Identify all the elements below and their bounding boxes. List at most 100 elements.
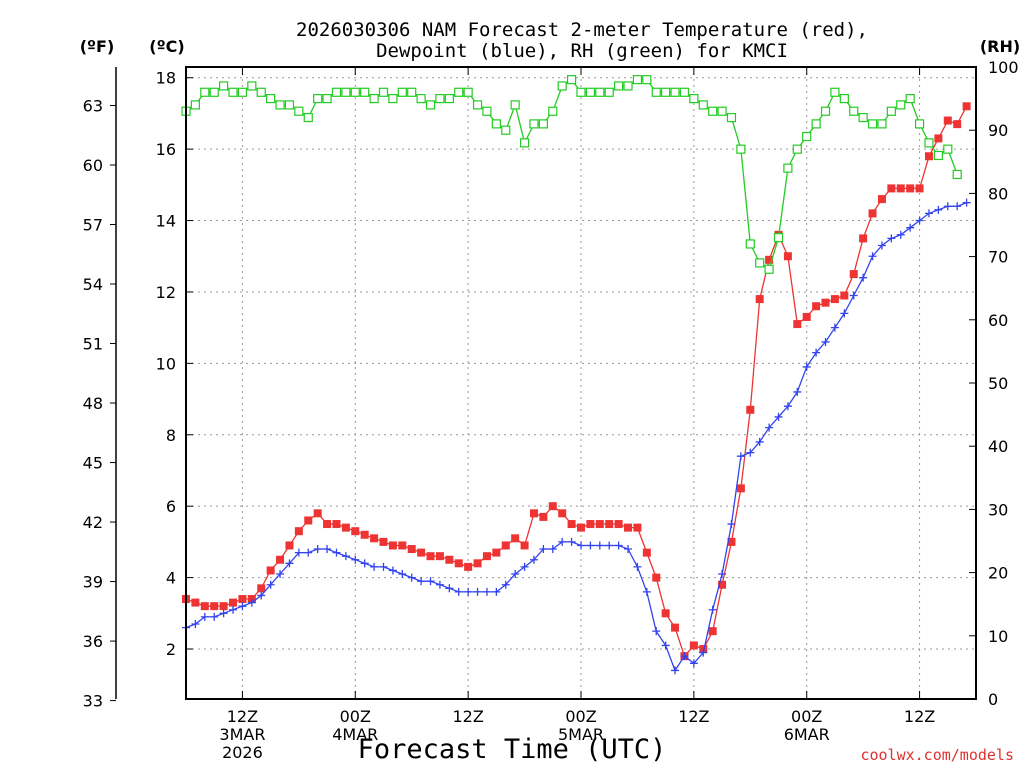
temperature-point xyxy=(689,641,698,650)
temperature-point xyxy=(426,552,435,561)
temperature-point xyxy=(755,295,764,304)
dewpoint-point xyxy=(360,559,369,568)
temperature-point xyxy=(370,534,379,543)
fahrenheit-tick-label: 39 xyxy=(83,573,103,592)
rh-tick-label: 10 xyxy=(988,627,1008,646)
temperature-point xyxy=(567,520,576,529)
dewpoint-point xyxy=(266,580,275,589)
rh-point xyxy=(867,119,878,129)
dewpoint-point xyxy=(830,323,839,332)
dewpoint-point xyxy=(351,555,360,564)
rh-point xyxy=(783,163,793,173)
rh-point xyxy=(388,93,398,104)
rh-point xyxy=(820,106,831,116)
temperature-point xyxy=(360,530,369,539)
dewpoint-point xyxy=(840,309,849,318)
dewpoint-point xyxy=(210,612,219,621)
rh-point xyxy=(219,81,229,91)
rh-point xyxy=(585,87,596,97)
temperature-point xyxy=(849,270,858,279)
temperature-point xyxy=(379,537,388,546)
temperature-point xyxy=(520,541,529,550)
temperature-point xyxy=(529,509,538,518)
fahrenheit-tick-label: 54 xyxy=(83,275,103,294)
rh-tick-label: 50 xyxy=(988,374,1008,393)
dewpoint-point xyxy=(379,562,388,571)
rh-point xyxy=(247,81,257,91)
temperature-point xyxy=(652,573,661,582)
temperature-point xyxy=(548,502,557,511)
dewpoint-point xyxy=(821,337,830,346)
rh-point xyxy=(501,125,511,135)
temperature-point xyxy=(736,484,745,493)
axes: 2 4 6 8 10 12 14 16 18 33 36 39 42 45 48 51 54 57 60 63 0 10 2… xyxy=(83,58,1019,762)
dewpoint-point xyxy=(285,559,294,568)
rh-point xyxy=(209,87,219,97)
dewpoint-point xyxy=(445,584,454,593)
dewpoint-point xyxy=(849,291,858,300)
rh-point xyxy=(914,119,925,129)
dewpoint-point xyxy=(520,562,529,571)
dewpoint-point xyxy=(388,566,397,575)
dewpoint-point xyxy=(614,541,623,550)
temperature-point xyxy=(614,520,623,529)
celsius-tick-label: 4 xyxy=(166,569,176,588)
dewpoint-point xyxy=(294,548,303,557)
chart-title: 2026030306 NAM Forecast 2-meter Temperat… xyxy=(296,19,868,41)
rh-point xyxy=(350,87,360,97)
dewpoint-point xyxy=(746,448,755,457)
rh-point xyxy=(557,81,567,91)
dewpoint-point xyxy=(708,605,717,614)
temperature-point xyxy=(539,512,548,521)
rh-point xyxy=(444,93,454,104)
temperature-point xyxy=(501,541,510,550)
dewpoint-point xyxy=(887,234,896,243)
rh-point xyxy=(294,106,304,116)
x-tick-label: 00Z xyxy=(340,707,371,726)
dewpoint-point xyxy=(624,545,633,554)
temperature-point xyxy=(464,562,473,571)
temperature-point xyxy=(257,584,266,593)
rh-point xyxy=(529,119,539,129)
dewpoint-point xyxy=(774,412,783,421)
temperature-point xyxy=(708,627,717,636)
temperature-point xyxy=(200,602,209,611)
rh-point xyxy=(331,87,342,97)
temperature-point xyxy=(454,559,463,568)
fahrenheit-tick-label: 45 xyxy=(83,454,103,473)
rh-tick-label: 90 xyxy=(988,121,1008,140)
dewpoint-point xyxy=(736,452,745,461)
temperature-point xyxy=(624,523,633,532)
dewpoint-point xyxy=(238,602,247,611)
rh-point xyxy=(839,93,849,104)
fahrenheit-tick-label: 33 xyxy=(83,692,103,711)
temperature-point xyxy=(332,520,341,529)
rh-tick-label: 0 xyxy=(988,690,998,709)
dewpoint-point xyxy=(200,612,209,621)
rh-point xyxy=(679,87,690,97)
dewpoint-point xyxy=(755,437,764,446)
dewpoint-point xyxy=(482,587,491,596)
rh-point xyxy=(924,138,934,148)
rh-tick-label: 70 xyxy=(988,248,1008,267)
temperature-point xyxy=(266,566,275,575)
series-dewpoint xyxy=(182,198,971,675)
rh-tick-label: 40 xyxy=(988,437,1008,456)
rh-tick-label: 80 xyxy=(988,184,1008,203)
rh-tick-label: 100 xyxy=(988,58,1019,77)
rh-point xyxy=(435,93,445,104)
temperature-point xyxy=(633,523,642,532)
temperature-point xyxy=(962,102,971,111)
dewpoint-point xyxy=(464,587,473,596)
rh-point xyxy=(661,87,671,97)
temperature-point xyxy=(727,537,736,546)
dewpoint-point xyxy=(812,348,821,357)
rh-tick-label: 60 xyxy=(988,311,1008,330)
fahrenheit-tick-label: 42 xyxy=(83,513,103,532)
rh-point xyxy=(952,169,962,180)
chart-subtitle: Dewpoint (blue), RH (green) for KMCI xyxy=(376,40,788,62)
dewpoint-point xyxy=(962,198,971,207)
celsius-unit-label: (ºC) xyxy=(149,37,184,56)
rh-point xyxy=(190,100,201,110)
rh-point xyxy=(425,100,436,110)
